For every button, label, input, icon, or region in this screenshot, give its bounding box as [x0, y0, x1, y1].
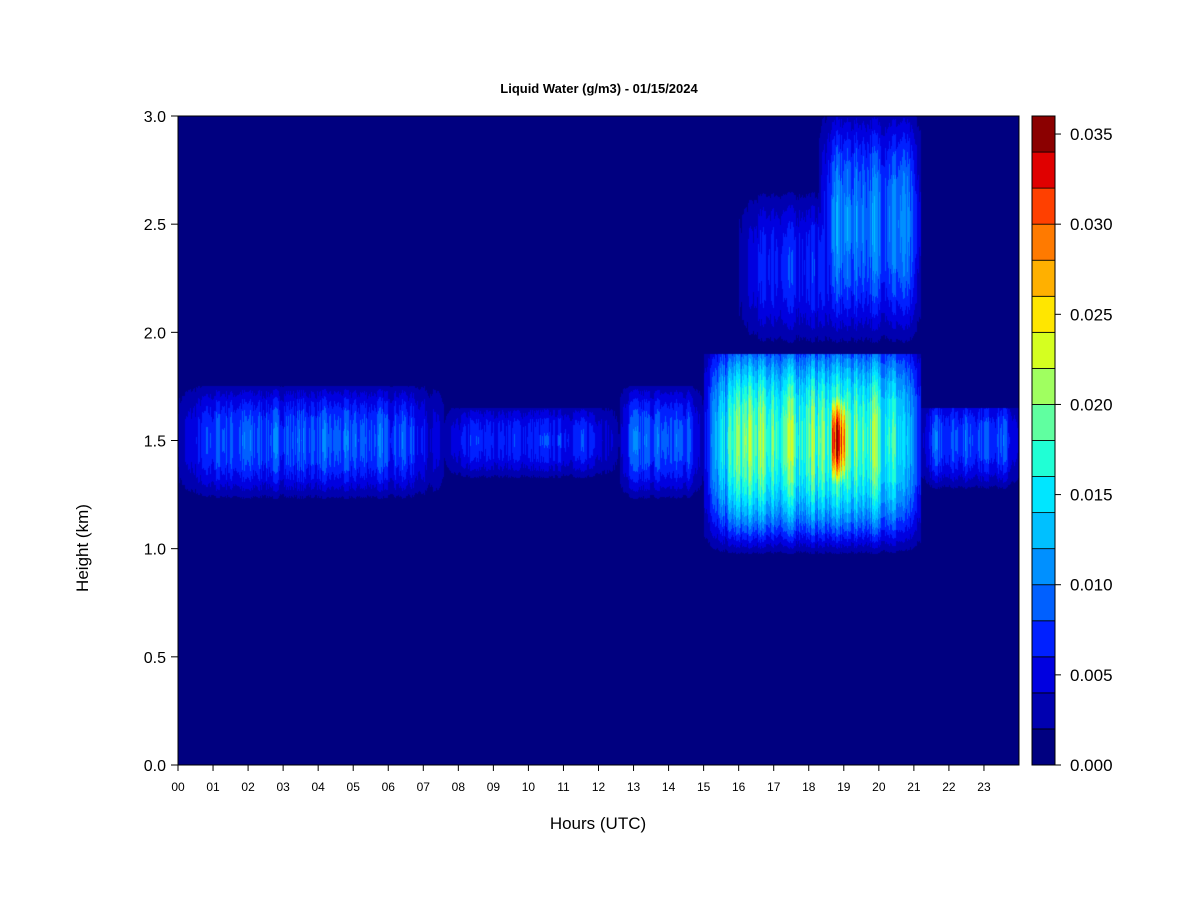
x-tick-label: 21: [907, 780, 921, 794]
x-tick-label: 18: [802, 780, 816, 794]
x-tick-label: 08: [452, 780, 466, 794]
colorbar-level: [1032, 693, 1055, 729]
x-tick-label: 09: [487, 780, 501, 794]
colorbar-tick-label: 0.005: [1070, 666, 1113, 685]
x-tick-label: 06: [382, 780, 396, 794]
colorbar-level: [1032, 729, 1055, 765]
x-tick-label: 02: [241, 780, 255, 794]
x-axis: 00 01 02 03 04 05 06 07 08 09 10 11 12 13 14 15 16 17 18 19…: [171, 765, 991, 794]
x-tick-label: 20: [872, 780, 886, 794]
y-tick-label: 0.5: [144, 650, 166, 667]
colorbar-tick-label: 0.035: [1070, 125, 1113, 144]
x-tick-label: 16: [732, 780, 746, 794]
y-tick-label: 3.0: [144, 109, 166, 126]
colorbar-level: [1032, 477, 1055, 513]
colorbar-level: [1032, 188, 1055, 224]
x-tick-label: 22: [942, 780, 956, 794]
colorbar-tick-label: 0.015: [1070, 486, 1113, 505]
colorbar-tick-label: 0.025: [1070, 305, 1113, 324]
colorbar-level: [1032, 152, 1055, 188]
colorbar-level: [1032, 513, 1055, 549]
colorbar-tick-label: 0.030: [1070, 215, 1113, 234]
y-axis-label: Height (km): [73, 504, 92, 592]
x-tick-label: 19: [837, 780, 851, 794]
heatmap-canvas: [178, 116, 1019, 765]
y-tick-label: 1.0: [144, 542, 166, 559]
x-tick-label: 15: [697, 780, 711, 794]
colorbar-level: [1032, 368, 1055, 404]
x-tick-label: 14: [662, 780, 676, 794]
x-tick-label: 04: [311, 780, 325, 794]
x-tick-label: 00: [171, 780, 185, 794]
x-tick-label: 23: [977, 780, 991, 794]
x-tick-label: 01: [206, 780, 220, 794]
y-tick-label: 2.0: [144, 325, 166, 342]
colorbar-level: [1032, 657, 1055, 693]
x-tick-label: 07: [417, 780, 431, 794]
heatmap-plot-area: [178, 116, 1019, 765]
colorbar-level: [1032, 404, 1055, 440]
colorbar-tick-label: 0.020: [1070, 395, 1113, 414]
y-tick-label: 2.5: [144, 217, 166, 234]
colorbar-level: [1032, 549, 1055, 585]
y-tick-label: 1.5: [144, 434, 166, 451]
x-tick-label: 05: [347, 780, 361, 794]
colorbar-tick-label: 0.010: [1070, 576, 1113, 595]
y-tick-label: 0.0: [144, 758, 166, 775]
colorbar-level: [1032, 441, 1055, 477]
x-axis-label: Hours (UTC): [550, 814, 646, 833]
colorbar-level: [1032, 332, 1055, 368]
x-tick-label: 17: [767, 780, 781, 794]
colorbar-tick-label: 0.000: [1070, 756, 1113, 775]
x-tick-label: 03: [276, 780, 290, 794]
colorbar-level: [1032, 621, 1055, 657]
colorbar-level: [1032, 224, 1055, 260]
x-tick-label: 12: [592, 780, 606, 794]
colorbar-level: [1032, 116, 1055, 152]
colorbar-level: [1032, 585, 1055, 621]
colorbar-level: [1032, 296, 1055, 332]
x-tick-label: 10: [522, 780, 536, 794]
chart-title: Liquid Water (g/m3) - 01/15/2024: [500, 81, 698, 96]
colorbar-ticks: 0.000 0.005 0.010 0.015 0.020 0.025 0.030 0.035: [1055, 125, 1113, 775]
x-tick-label: 13: [627, 780, 641, 794]
y-axis: 0.0 0.5 1.0 1.5 2.0 2.5 3.0: [144, 109, 178, 775]
colorbar: [1032, 116, 1055, 765]
x-tick-label: 11: [557, 780, 570, 794]
colorbar-level: [1032, 260, 1055, 296]
